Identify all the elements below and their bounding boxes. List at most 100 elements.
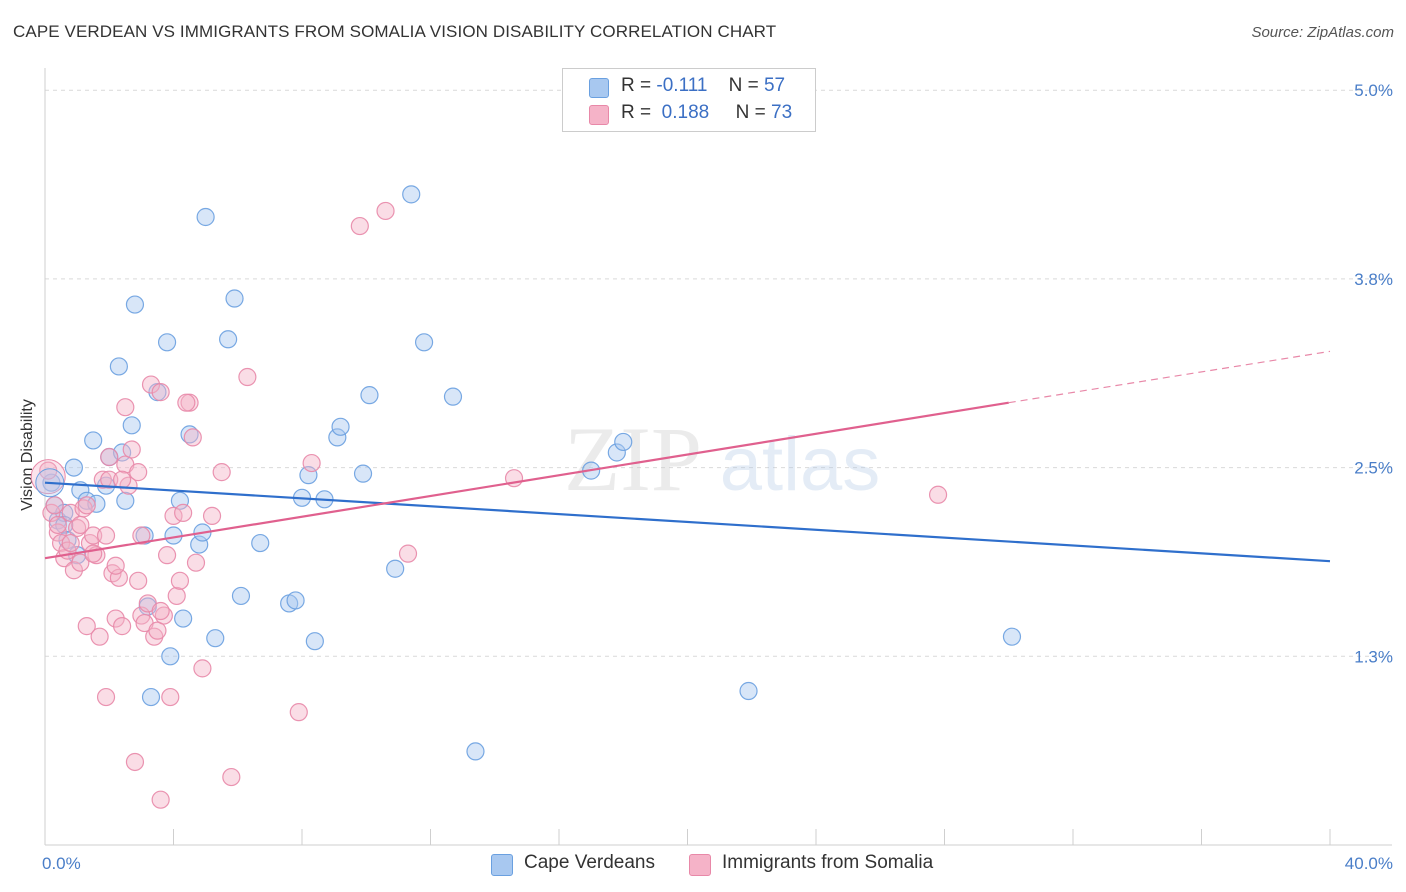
cape-verdean-point <box>109 357 128 376</box>
somalia-point <box>64 561 84 580</box>
somalia-point <box>141 375 161 394</box>
legend-n-value: 57 <box>763 75 786 96</box>
cape-verdean-point <box>607 443 626 462</box>
legend-r-label: R = <box>621 75 652 96</box>
watermark-atlas: atlas <box>720 422 881 507</box>
somalia-point <box>212 463 231 482</box>
cape-verdean-point <box>739 681 758 701</box>
cape-verdean-point <box>161 647 180 666</box>
somalia-point <box>129 571 148 590</box>
cape-verdean-point <box>157 333 177 352</box>
somalia-point <box>112 470 132 489</box>
somalia-point <box>100 447 119 467</box>
cape-verdean-point <box>225 289 244 308</box>
somalia-point <box>84 544 103 563</box>
tick-labels: 1.3% 2.5% 3.8% 5.0% 0.0% 40.0% <box>42 81 1393 873</box>
series-legend: Cape Verdeans Immigrants from Somalia <box>0 852 1406 878</box>
somalia-point <box>350 216 369 236</box>
somalia-point <box>48 523 67 542</box>
somalia-point <box>222 767 241 787</box>
somalia-point <box>186 553 206 572</box>
cape-verdean-point <box>360 386 379 405</box>
somalia-point <box>51 533 71 553</box>
somalia-point <box>289 703 308 722</box>
correlation-legend: R = -0.111 N = 57 R = 0.188 N = 73 <box>562 68 816 132</box>
cape-verdean-point <box>466 742 485 761</box>
cape-verdean-point <box>251 533 270 553</box>
somalia-point <box>45 496 64 515</box>
cape-verdean-point <box>328 428 347 447</box>
legend-r-value: 0.188 <box>661 102 710 123</box>
somalia-point <box>167 586 186 606</box>
somalia-point <box>174 503 193 522</box>
somalia-point <box>157 546 177 565</box>
somalia-point <box>96 526 116 545</box>
cape-verdean-point <box>331 417 350 436</box>
somalia-point <box>398 544 418 563</box>
somalia-point <box>170 571 190 590</box>
cape-verdean-point <box>180 425 199 444</box>
somalia-point <box>238 367 257 387</box>
cape-verdean-point <box>443 387 463 406</box>
somalia-point <box>112 617 132 636</box>
legend-r-value: -0.111 <box>656 75 708 96</box>
legend-swatch-blue <box>589 78 609 98</box>
cape-verdean-point <box>231 586 251 606</box>
somalia-point <box>90 627 109 646</box>
cape-verdean-point <box>141 687 161 707</box>
somalia-point <box>132 526 151 545</box>
chart-source: Source: ZipAtlas.com <box>1251 24 1394 41</box>
somalia-trend-extension <box>1008 350 1331 404</box>
cape-verdean-point <box>206 629 225 648</box>
cape-verdean-point <box>125 295 145 314</box>
somalia-point <box>161 687 180 707</box>
y-tick-label: 3.8% <box>1354 270 1393 289</box>
somalia-point <box>202 506 222 526</box>
somalia-point <box>106 556 125 575</box>
somalia-point <box>129 463 148 482</box>
cape-verdean-point <box>190 535 209 554</box>
legend-n-label: N = <box>728 75 759 96</box>
somalia-point <box>928 485 948 504</box>
somalia-point <box>77 496 96 515</box>
somalia-point <box>61 533 80 553</box>
cape-verdean-point <box>64 458 84 477</box>
somalia-point <box>100 470 119 489</box>
cape-verdean-point <box>174 609 193 628</box>
cape-verdean-point <box>116 491 135 510</box>
y-tick-label: 1.3% <box>1354 647 1393 666</box>
cape-verdean-point <box>614 432 633 452</box>
legend-swatch-blue <box>491 854 513 876</box>
legend-label: Immigrants from Somalia <box>722 852 934 873</box>
cape-verdean-point <box>122 416 141 435</box>
cape-verdean-point <box>353 464 373 483</box>
legend-swatch-pink <box>689 854 711 876</box>
trend-lines <box>44 350 1331 563</box>
watermark-zip: ZIP <box>564 408 702 510</box>
somalia-point <box>151 790 170 809</box>
somalia-point <box>109 568 128 587</box>
cape-verdean-point <box>196 207 215 227</box>
cape-verdean-point <box>402 185 421 204</box>
somalia-point <box>68 518 87 538</box>
cape-verdean-point <box>170 491 190 510</box>
x-tick-label: 40.0% <box>1345 854 1393 873</box>
somalia-point <box>48 515 67 535</box>
cape-verdean-point <box>286 591 305 610</box>
somalia-point <box>125 752 145 772</box>
somalia-point <box>84 526 103 545</box>
legend-n-label: N = <box>735 102 766 123</box>
somalia-point <box>77 617 96 636</box>
somalia-point <box>302 453 321 473</box>
somalia-point <box>106 609 125 628</box>
y-tick-label: 2.5% <box>1354 459 1393 478</box>
somalia-point <box>177 393 196 412</box>
somalia-point <box>122 440 141 459</box>
legend-swatch-pink <box>589 105 609 125</box>
somalia-point <box>74 499 93 518</box>
somalia-point <box>71 553 90 572</box>
somalia-point <box>151 601 170 621</box>
somalia-point <box>30 459 66 495</box>
chart-title: CAPE VERDEAN VS IMMIGRANTS FROM SOMALIA … <box>13 22 777 41</box>
cape-verdean-point <box>219 330 238 349</box>
